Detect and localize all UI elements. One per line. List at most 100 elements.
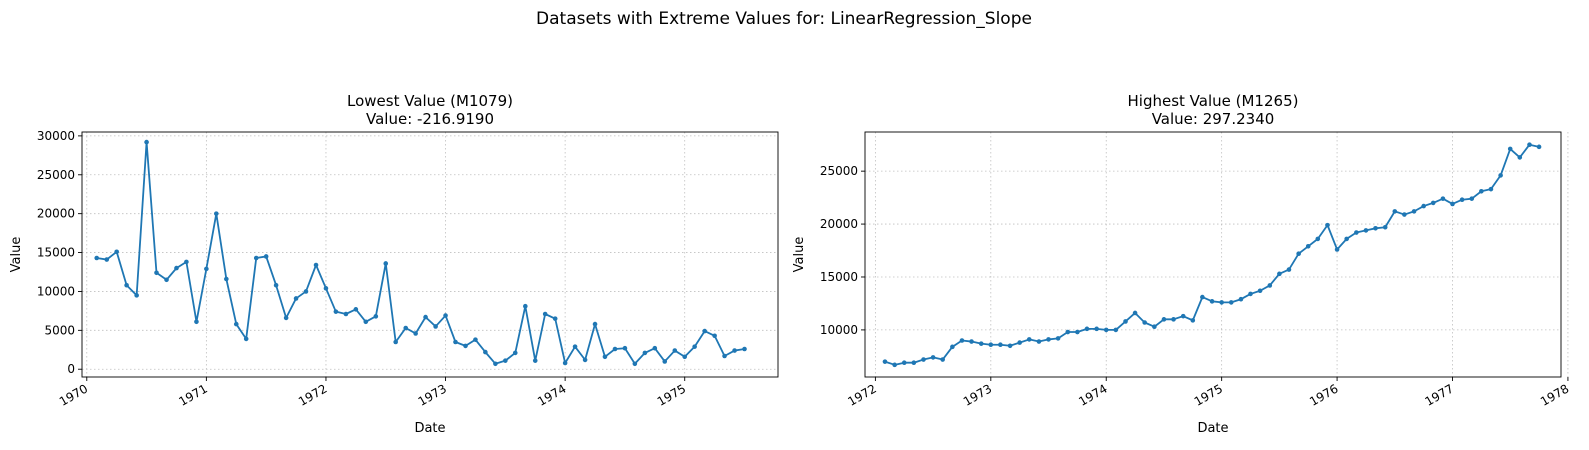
right-data-point <box>1209 299 1215 304</box>
right-data-point <box>1142 320 1147 325</box>
right-data-point <box>911 360 917 366</box>
left-data-point <box>243 336 249 342</box>
left-series-line <box>96 141 745 365</box>
left-data-point <box>722 353 727 359</box>
right-x-tick-label: 1977 <box>1423 381 1456 408</box>
left-data-point <box>164 277 169 283</box>
left-data-point <box>463 343 468 349</box>
right-x-axis-label: Date <box>1197 421 1228 436</box>
left-data-point <box>652 345 658 351</box>
right-data-point <box>1161 317 1167 322</box>
left-data-point <box>523 303 528 309</box>
right-data-point <box>1248 291 1253 297</box>
left-data-point <box>114 249 119 255</box>
left-data-point <box>423 314 428 320</box>
right-y-tick-label: 25000 <box>820 164 858 178</box>
left-y-tick-label: 5000 <box>44 323 75 337</box>
left-x-tick-label: 1970 <box>57 381 90 408</box>
left-data-point <box>632 361 638 367</box>
left-chart: 1970 1971 1972 1973 1974 1975 0 5000 10000 15000 2… <box>9 92 779 436</box>
right-data-point <box>1026 337 1032 342</box>
right-data-point <box>1459 197 1465 203</box>
right-data-point <box>1171 317 1176 322</box>
right-data-point <box>1123 319 1128 324</box>
right-data-point <box>1103 327 1109 333</box>
right-data-point <box>1257 288 1263 294</box>
right-data-point <box>959 338 965 343</box>
left-data-point <box>542 311 548 317</box>
right-data-point <box>1296 251 1301 257</box>
right-data-point <box>1450 201 1455 207</box>
right-axes-frame <box>864 131 1562 378</box>
left-data-point <box>313 262 319 268</box>
left-data-point <box>194 319 199 325</box>
left-y-tick-label: 30000 <box>37 129 75 143</box>
left-data-point <box>572 344 578 349</box>
right-x-tick-label: 1978 <box>1538 381 1571 408</box>
left-data-point <box>453 339 458 345</box>
right-data-point <box>1325 222 1330 228</box>
left-data-point <box>204 266 209 272</box>
right-y-tick-label: 10000 <box>820 323 858 337</box>
left-data-point <box>712 333 717 339</box>
right-data-point <box>1228 300 1234 305</box>
right-data-point <box>1219 300 1224 305</box>
left-data-point <box>383 261 389 266</box>
right-data-point <box>1536 144 1542 150</box>
left-data-point <box>642 350 648 356</box>
right-data-point <box>892 362 897 368</box>
right-data-point <box>1152 324 1157 330</box>
right-data-point <box>1392 209 1398 214</box>
left-data-point <box>682 354 688 360</box>
right-data-point <box>1354 230 1359 235</box>
right-data-point <box>1017 340 1022 345</box>
right-data-point <box>1488 186 1494 192</box>
left-data-point <box>224 276 229 282</box>
left-x-tick-label: 1972 <box>296 381 329 408</box>
left-data-point <box>473 337 478 342</box>
left-y-tick-label: 0 <box>67 362 75 376</box>
left-data-point <box>283 315 289 321</box>
left-data-point <box>662 359 668 364</box>
left-data-point <box>622 345 628 351</box>
left-data-point <box>353 307 359 312</box>
right-data-point <box>1344 236 1349 242</box>
right-data-point <box>1498 173 1503 178</box>
left-data-point <box>104 257 110 262</box>
left-x-tick-label: 1971 <box>176 381 209 408</box>
left-data-point <box>253 255 259 261</box>
left-data-point <box>742 346 747 352</box>
left-data-point <box>293 296 299 301</box>
left-data-point <box>333 309 339 314</box>
left-data-point <box>433 324 438 329</box>
right-x-tick-label: 1974 <box>1076 381 1109 408</box>
left-y-tick-label: 20000 <box>37 207 75 221</box>
right-data-point <box>1200 294 1205 300</box>
left-data-point <box>124 282 129 288</box>
left-data-point <box>94 255 100 261</box>
right-y-axis-label: Value <box>792 237 807 273</box>
figure-suptitle: Datasets with Extreme Values for: Linear… <box>536 9 1032 29</box>
left-data-point <box>213 211 219 216</box>
right-data-point <box>1507 146 1513 152</box>
right-data-point <box>1094 326 1099 332</box>
left-data-point <box>323 286 329 291</box>
right-data-point <box>1315 236 1321 242</box>
right-x-tick-label: 1972 <box>845 381 878 408</box>
right-data-point <box>1190 318 1196 323</box>
left-y-tick-label: 10000 <box>37 284 75 298</box>
left-data-point <box>443 313 448 318</box>
left-x-tick-label: 1975 <box>655 381 688 408</box>
right-data-point <box>930 355 936 360</box>
right-x-tick-label: 1975 <box>1192 381 1225 408</box>
right-data-point <box>1075 329 1080 335</box>
left-data-point <box>692 344 697 349</box>
left-data-point <box>532 358 538 363</box>
left-data-point <box>732 348 737 353</box>
left-data-point <box>144 139 149 145</box>
left-y-tick-label: 15000 <box>37 246 75 260</box>
left-data-point <box>562 360 568 366</box>
left-data-point <box>174 265 179 271</box>
right-data-point <box>921 357 926 362</box>
right-data-point <box>1430 200 1436 206</box>
